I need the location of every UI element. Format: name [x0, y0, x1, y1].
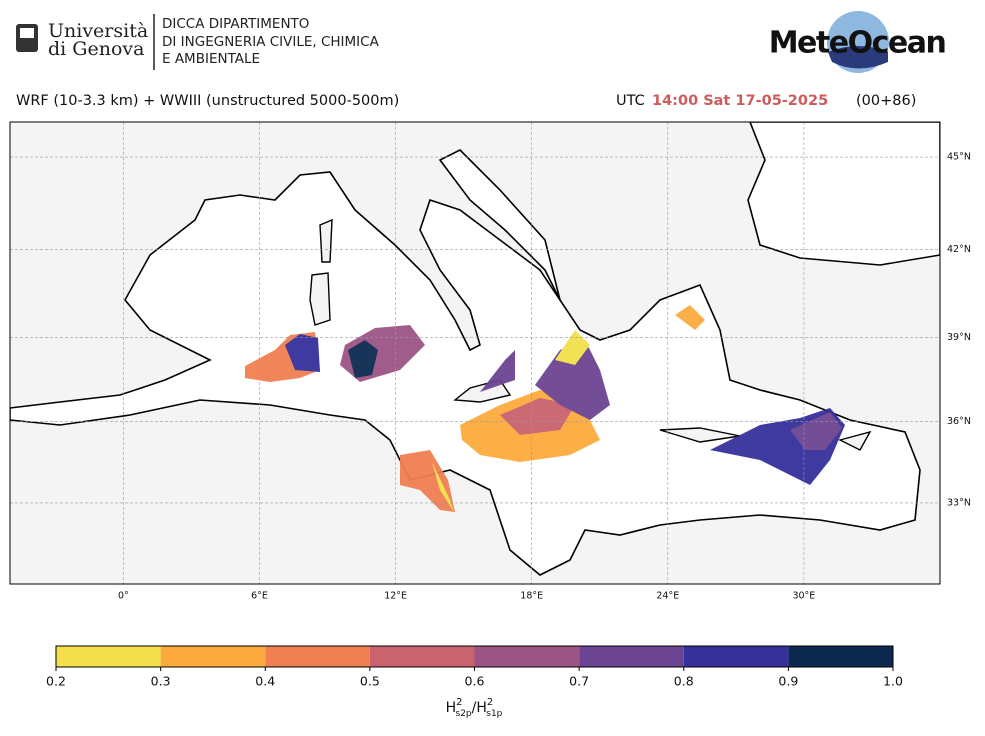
university-line: Università	[48, 20, 148, 42]
uni-logo	[16, 14, 155, 70]
y-tick-label: 42°N	[947, 244, 971, 255]
colorbar-tick-label: 0.3	[151, 674, 171, 689]
colorbar-segment	[56, 646, 161, 667]
colorbar-segment	[160, 646, 266, 667]
lead-time: (00+86)	[856, 93, 916, 109]
label-part: s1p	[486, 709, 502, 719]
colorbar-tick-label: 0.4	[255, 674, 275, 689]
y-tick-label: 36°N	[947, 416, 971, 427]
colorbar-segment	[683, 646, 789, 667]
y-tick-label: 33°N	[947, 497, 971, 508]
brand-logo	[827, 11, 889, 73]
colorbar-tick-label: 0.6	[465, 674, 485, 689]
x-tick-label: 6°E	[251, 591, 268, 602]
department-line: DICCA DIPARTIMENTO	[162, 16, 309, 32]
label-part: 2	[456, 697, 462, 708]
y-tick-label: 45°N	[947, 152, 971, 163]
map-frame	[9, 121, 941, 585]
map-area	[10, 122, 940, 584]
label-part: s2p	[456, 709, 472, 719]
colorbar-tick-label: 1.0	[883, 674, 903, 689]
brand-name: MeteOcean	[769, 26, 946, 61]
label-part: 2	[487, 697, 493, 708]
x-tick-label: 30°E	[792, 591, 815, 602]
university-line: di Genova	[48, 38, 144, 60]
colorbar-segment	[369, 646, 475, 667]
colorbar-tick-label: 0.7	[569, 674, 589, 689]
colorbar-tick-label: 0.2	[46, 674, 66, 689]
x-tick-label: 12°E	[384, 591, 407, 602]
x-tick-label: 18°E	[520, 591, 543, 602]
title: WRF (10-3.3 km) + WWIII (unstructured 50…	[16, 93, 399, 109]
x-tick-label: 24°E	[656, 591, 679, 602]
x-tick-label: 0°	[118, 591, 129, 602]
department-line: E AMBIENTALE	[162, 51, 260, 67]
label-part: H	[476, 700, 487, 716]
colorbar-segment	[579, 646, 684, 667]
time-prefix: UTC	[616, 93, 645, 109]
department-line: DI INGEGNERIA CIVILE, CHIMICA	[162, 34, 380, 50]
time-value: 14:00 Sat 17-05-2025	[652, 93, 828, 109]
colorbar-label: H2 s2p/H2 s1p	[446, 697, 503, 719]
colorbar-tick-label: 0.9	[778, 674, 798, 689]
field	[245, 305, 845, 512]
label-part: /	[472, 700, 477, 716]
colorbar-tick-label: 0.5	[360, 674, 380, 689]
colorbar-tick-label: 0.8	[674, 674, 694, 689]
label-part: H	[446, 700, 457, 716]
y-tick-label: 39°N	[947, 332, 971, 343]
colorbar-segment	[788, 646, 893, 667]
colorbar-segment	[474, 646, 580, 667]
colorbar-segment	[265, 646, 370, 667]
